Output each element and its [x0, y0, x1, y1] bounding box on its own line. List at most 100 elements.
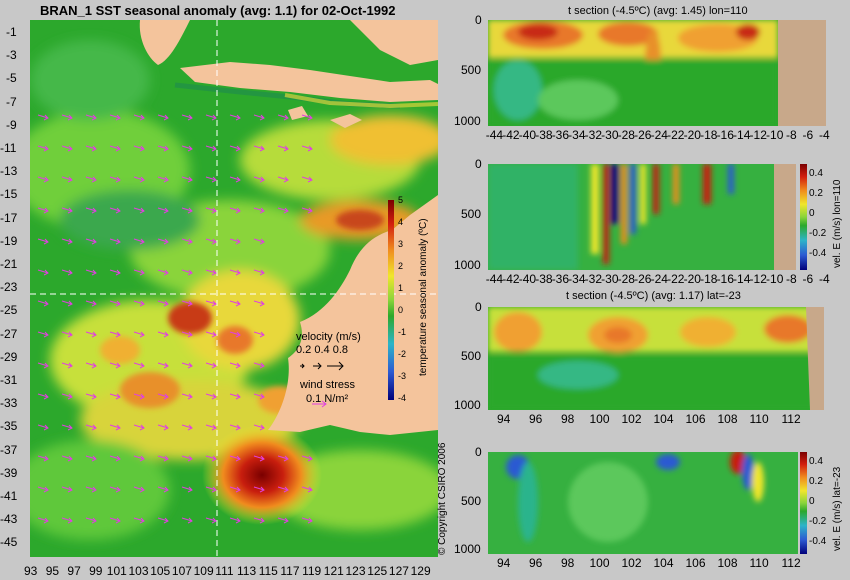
section3-land: [806, 307, 824, 410]
wind-legend-scale: 0.1 N/m²: [306, 393, 349, 405]
section-x-tick-label: 112: [781, 412, 801, 426]
wind-scale-arrow: [312, 400, 327, 408]
section-colorbar-tick: -0.2: [809, 516, 827, 527]
section-x-tick-label: -36: [551, 128, 570, 142]
section-x-tick-label: -38: [535, 272, 553, 286]
map-y-tick-label: -23: [0, 280, 18, 295]
map-colorbar-tick: 5: [398, 195, 404, 205]
map-colorbar-tick: -1: [398, 327, 407, 337]
section-x-tick-label: -14: [733, 128, 751, 142]
section-x-tick-label: -18: [700, 272, 718, 286]
section-x-tick-label: -8: [786, 128, 797, 142]
map-colorbar-tick: -4: [398, 393, 407, 403]
section4-colorbar: [800, 452, 807, 554]
section-x-tick-label: 106: [685, 412, 706, 426]
section-x-tick-label: -44: [485, 128, 504, 142]
section-x-tick-label: -34: [568, 272, 586, 286]
section2-colorbar: [800, 164, 807, 270]
section4-plot[interactable]: [488, 452, 798, 554]
map-y-tick-label: -15: [0, 187, 18, 202]
section2-plot[interactable]: [488, 164, 774, 270]
section-y-tick-label: 0: [475, 13, 482, 27]
section-x-tick-label: -24: [650, 128, 668, 142]
section-x-tick-label: -6: [802, 272, 814, 286]
map-x-tick-label: 103: [128, 564, 149, 578]
section2-svg: [488, 164, 774, 270]
section4-svg: [488, 452, 798, 554]
section-y-tick-label: 1000: [454, 542, 481, 557]
section-x-tick-label: -10: [766, 272, 784, 286]
map-colorbar: [388, 200, 394, 400]
section-x-tick-label: -26: [634, 128, 652, 142]
section-x-tick-label: 102: [621, 556, 642, 570]
map-x-tick-label: 123: [345, 564, 366, 578]
indonesia-land: [180, 62, 438, 102]
map-y-tick-label: -3: [6, 48, 17, 63]
map-y-tick-label: -13: [0, 164, 18, 179]
section-y-tick-label: 500: [461, 349, 482, 364]
section-x-tick-label: 106: [685, 556, 706, 570]
section-x-tick-label: -28: [617, 272, 635, 286]
section-x-tick-label: -42: [502, 128, 520, 142]
map-colorbar-tick: 0: [398, 305, 404, 315]
section-y-tick-label: 1000: [454, 398, 481, 413]
sst-map[interactable]: velocity (m/s) 0.2 0.4 0.8 wind stress 0…: [30, 20, 438, 557]
section-y-tick-label: 0: [475, 445, 482, 459]
section-x-tick-label: -6: [802, 128, 814, 142]
section-x-tick-label: 96: [529, 412, 543, 426]
section3-title: t section (-4.5ºC) (avg: 1.17) lat=-23: [566, 290, 741, 302]
section-x-tick-label: -34: [568, 128, 586, 142]
section-x-tick-label: 108: [717, 556, 738, 570]
map-y-tick-label: -41: [0, 489, 18, 503]
map-y-tick-label: -35: [0, 419, 18, 434]
section-x-tick-label: 104: [653, 556, 674, 570]
map-y-tick-label: -19: [0, 233, 18, 248]
map-title: BRAN_1 SST seasonal anomaly (avg: 1.1) f…: [40, 3, 396, 18]
section-x-tick-label: -12: [749, 272, 767, 286]
map-y-tick-label: -25: [0, 303, 18, 318]
section-colorbar-tick: 0.4: [809, 456, 823, 467]
map-y-tick-label: -37: [0, 442, 18, 457]
section-colorbar-tick: 0.2: [809, 188, 823, 199]
map-y-tick-label: -17: [0, 210, 18, 225]
section-x-tick-label: -20: [683, 128, 701, 142]
section-colorbar-tick: -0.4: [809, 248, 827, 259]
section-y-tick-label: 1000: [454, 113, 481, 128]
section-colorbar-tick: -0.2: [809, 228, 827, 239]
section-y-tick-label: 500: [461, 63, 482, 78]
map-x-tick-label: 129: [410, 564, 431, 578]
map-x-tick-label: 93: [24, 564, 38, 578]
map-y-tick-label: -27: [0, 326, 18, 341]
map-y-tick-label: -7: [6, 94, 17, 109]
map-y-tick-label: -1: [6, 25, 17, 39]
section-x-tick-label: -16: [716, 128, 734, 142]
section-x-tick-label: 100: [589, 556, 610, 570]
section-x-tick-label: 94: [497, 556, 511, 570]
map-y-tick-label: -39: [0, 465, 18, 480]
section-x-tick-label: -12: [749, 128, 767, 142]
velocity-legend-scale: 0.2 0.4 0.8: [296, 344, 348, 356]
section-x-tick-label: -30: [601, 272, 619, 286]
map-colorbar-label: temperature seasonal anomaly (ºC): [418, 218, 429, 376]
map-x-tick-label: 127: [388, 564, 409, 578]
map-x-tick-label: 99: [89, 564, 103, 578]
map-x-tick-label: 125: [367, 564, 388, 578]
wind-stress-arrows: [37, 114, 313, 524]
map-y-tick-label: -33: [0, 396, 18, 411]
section3-plot[interactable]: [488, 307, 824, 410]
section4-colorbar-label: vel. E (m/s) lat=-23: [832, 466, 843, 551]
map-colorbar-tick: 1: [398, 283, 404, 293]
section-x-tick-label: -42: [502, 272, 520, 286]
section-colorbar-tick: 0: [809, 208, 815, 219]
map-colorbar-tick: -3: [398, 371, 407, 381]
section-x-tick-label: 112: [781, 556, 801, 570]
section-x-tick-label: -4: [819, 272, 830, 286]
map-y-tick-label: -45: [0, 535, 18, 550]
section-x-tick-label: -44: [485, 272, 504, 286]
section1-land: [778, 20, 826, 126]
section-y-tick-label: 500: [461, 493, 482, 508]
section1-plot[interactable]: [488, 20, 826, 126]
velocity-scale-arrows: [300, 361, 344, 371]
section-x-tick-label: -4: [819, 128, 830, 142]
map-x-tick-label: 119: [302, 564, 322, 578]
